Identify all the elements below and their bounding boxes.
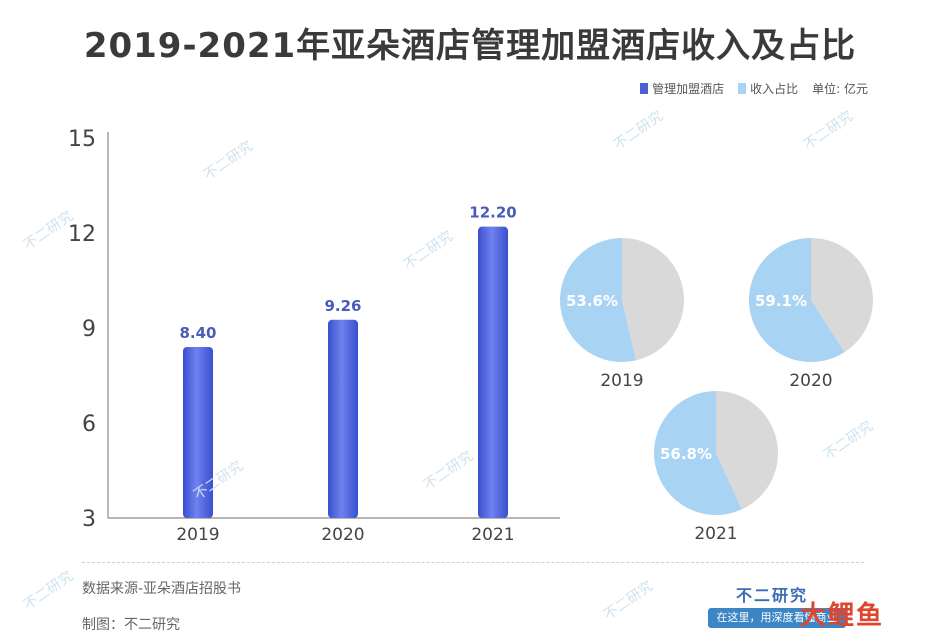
x-tick-label: 2021 — [471, 525, 514, 545]
pie-share-label: 53.6% — [566, 292, 618, 310]
x-tick-label: 2020 — [321, 525, 364, 545]
data-source: 数据来源-亚朵酒店招股书 — [82, 581, 242, 597]
legend-item-bars: 管理加盟酒店 — [640, 80, 724, 97]
brand-slogan: 在这里，用深度看懂商业 — [708, 608, 846, 628]
y-tick-label: 3 — [82, 507, 96, 532]
pie-year-label: 2019 — [600, 371, 643, 391]
pie-rest-slice — [811, 238, 873, 353]
brand-name: 不二研究 — [736, 586, 809, 605]
pie-share-slice — [653, 391, 742, 515]
pie-year-label: 2021 — [694, 524, 737, 544]
unit-label: 单位: 亿元 — [812, 82, 868, 96]
pie-year-label: 2020 — [789, 371, 832, 391]
pie-share-slice — [748, 238, 845, 362]
pie-share-slice — [560, 238, 636, 362]
legend: 管理加盟酒店 收入占比 单位: 亿元 — [640, 80, 868, 97]
bar-value-label: 8.40 — [179, 324, 216, 342]
x-tick-label: 2019 — [176, 525, 219, 545]
pie-rest-slice — [622, 238, 684, 361]
chart-credit: 制图：不二研究 — [82, 617, 180, 633]
legend-swatch-share — [738, 83, 747, 94]
bar-2019 — [183, 347, 213, 518]
pie-share-label: 59.1% — [755, 292, 807, 310]
legend-item-share: 收入占比 — [738, 80, 798, 97]
pie-share-label: 56.8% — [660, 445, 712, 463]
legend-swatch-bars — [640, 83, 649, 94]
chart-title: 2019-2021年亚朵酒店管理加盟酒店收入及占比 — [83, 26, 857, 66]
legend-label-share: 收入占比 — [750, 82, 799, 96]
y-tick-label: 9 — [82, 317, 96, 342]
y-tick-label: 6 — [82, 412, 96, 437]
corner-logo: 大鲤鱼 — [800, 601, 885, 631]
y-tick-label: 12 — [68, 222, 96, 247]
footer-divider — [82, 562, 864, 563]
bar-2021 — [478, 226, 508, 518]
legend-label-bars: 管理加盟酒店 — [652, 82, 725, 96]
bar-value-label: 12.20 — [469, 204, 516, 222]
bar-value-label: 9.26 — [324, 297, 361, 315]
y-tick-label: 15 — [68, 127, 96, 152]
bar-2020 — [328, 319, 358, 518]
pie-rest-slice — [716, 390, 778, 510]
